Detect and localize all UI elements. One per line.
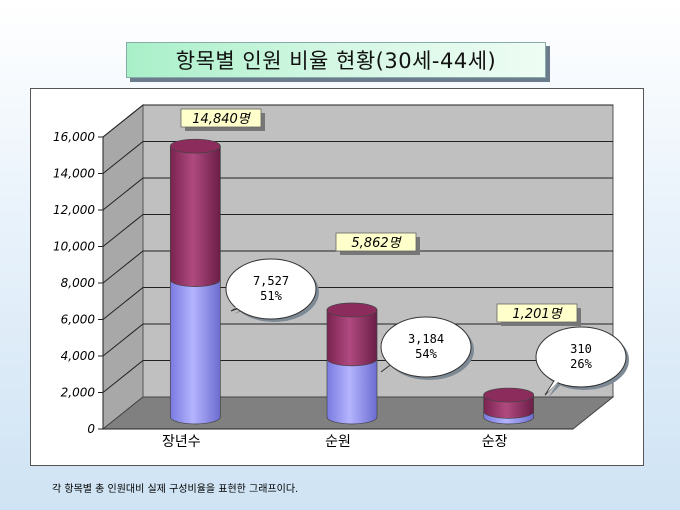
gridline	[102, 323, 613, 357]
total-label-text: 5,862명	[351, 236, 402, 251]
footnote: 각 항목별 총 인원대비 실제 구성비율을 표현한 그래프이다.	[52, 484, 299, 495]
x-tick-label: 장년수	[162, 434, 201, 450]
y-tick-label: 8,000	[61, 276, 96, 290]
gridline	[102, 141, 613, 174]
y-tick-label: 2,000	[61, 386, 96, 400]
callout-value: 3,184	[408, 332, 444, 346]
y-tick-label: 16,000	[53, 130, 95, 144]
bar-segment-high	[326, 309, 378, 367]
total-label-text: 1,201명	[512, 307, 563, 322]
bar-segment-low	[326, 358, 378, 425]
bar-segment-low	[169, 279, 221, 425]
bar-group	[326, 302, 378, 425]
x-tick-label: 순원	[325, 434, 351, 450]
gridline	[102, 104, 613, 138]
callout-value: 310	[570, 342, 592, 356]
chart-frame: 0 2,000 4,000 6,000 8,000 10,000 12,000 14,000 1…	[30, 88, 644, 466]
chart-title-box: 항목별 인원 비율 현황(30세-44세)	[126, 42, 546, 78]
gridline	[102, 214, 613, 247]
callout-percent: 54%	[415, 347, 437, 361]
y-tick-label: 6,000	[61, 313, 96, 327]
bar-top-cap	[169, 138, 221, 154]
y-tick-label: 4,000	[61, 349, 96, 363]
total-label: 14,840명	[180, 108, 265, 131]
chart-title: 항목별 인원 비율 현황(30세-44세)	[175, 49, 497, 73]
bar-top-cap	[326, 302, 378, 318]
gridline	[102, 287, 613, 320]
total-label: 5,862명	[335, 232, 420, 255]
y-tick-label: 0	[87, 422, 95, 436]
x-tick-label: 순장	[482, 434, 508, 450]
total-label-text: 14,840명	[192, 112, 251, 127]
chart-area: 0 2,000 4,000 6,000 8,000 10,000 12,000 14,000 1…	[53, 103, 629, 450]
bar-group	[483, 387, 535, 425]
y-tick-label: 10,000	[53, 240, 95, 254]
bar-segment-high	[169, 145, 221, 287]
y-tick-label: 14,000	[53, 167, 95, 181]
total-label: 1,201명	[496, 303, 581, 326]
bar-top-cap	[483, 387, 535, 403]
callout-percent: 51%	[260, 289, 282, 303]
gridline	[102, 250, 613, 284]
y-tick-label: 12,000	[53, 203, 95, 217]
callout-percent: 26%	[570, 357, 592, 371]
bar-group	[169, 138, 221, 425]
callout-value: 7,527	[253, 274, 289, 288]
gridline	[102, 177, 613, 211]
